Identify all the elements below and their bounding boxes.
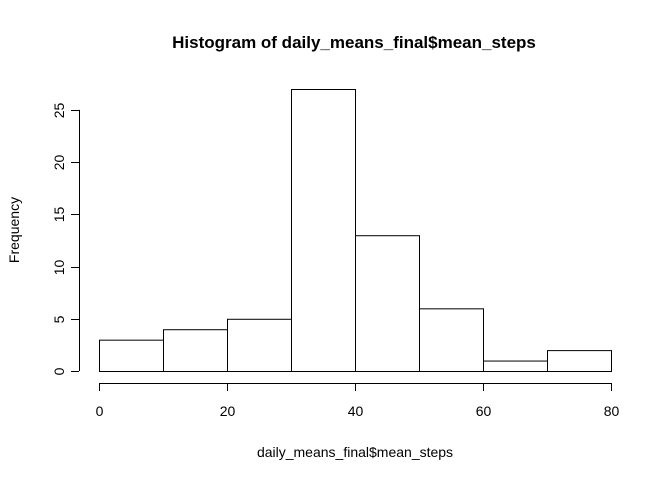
x-axis-label: daily_means_final$mean_steps xyxy=(257,444,453,460)
histogram-bar-3 xyxy=(227,318,292,372)
histogram-bar-6 xyxy=(419,308,484,373)
x-tick-label-0: 0 xyxy=(96,403,104,419)
x-tick-label-20: 20 xyxy=(220,403,236,419)
y-tick-label-25: 25 xyxy=(51,103,67,119)
y-tick-label-10: 10 xyxy=(51,260,67,276)
x-tick-label-60: 60 xyxy=(476,403,492,419)
x-tick-label-80: 80 xyxy=(604,403,620,419)
x-axis: 0 20 40 60 80 xyxy=(96,383,620,419)
y-tick-label-5: 5 xyxy=(51,315,67,323)
x-tick-label-40: 40 xyxy=(348,403,364,419)
y-tick-label-15: 15 xyxy=(51,207,67,223)
bars-group xyxy=(99,89,612,373)
histogram-bar-8 xyxy=(547,350,612,373)
histogram-bar-1 xyxy=(99,339,164,372)
y-tick-label-20: 20 xyxy=(51,155,67,171)
y-axis-label: Frequency xyxy=(6,197,22,263)
histogram-bar-4 xyxy=(291,89,356,372)
histogram-bar-2 xyxy=(163,329,228,373)
chart-title: Histogram of daily_means_final$mean_step… xyxy=(172,33,536,52)
histogram-bar-7 xyxy=(483,360,548,372)
y-tick-label-0: 0 xyxy=(51,367,67,375)
y-axis: 0 5 10 15 20 25 xyxy=(51,103,80,375)
histogram-bar-5 xyxy=(355,235,420,372)
